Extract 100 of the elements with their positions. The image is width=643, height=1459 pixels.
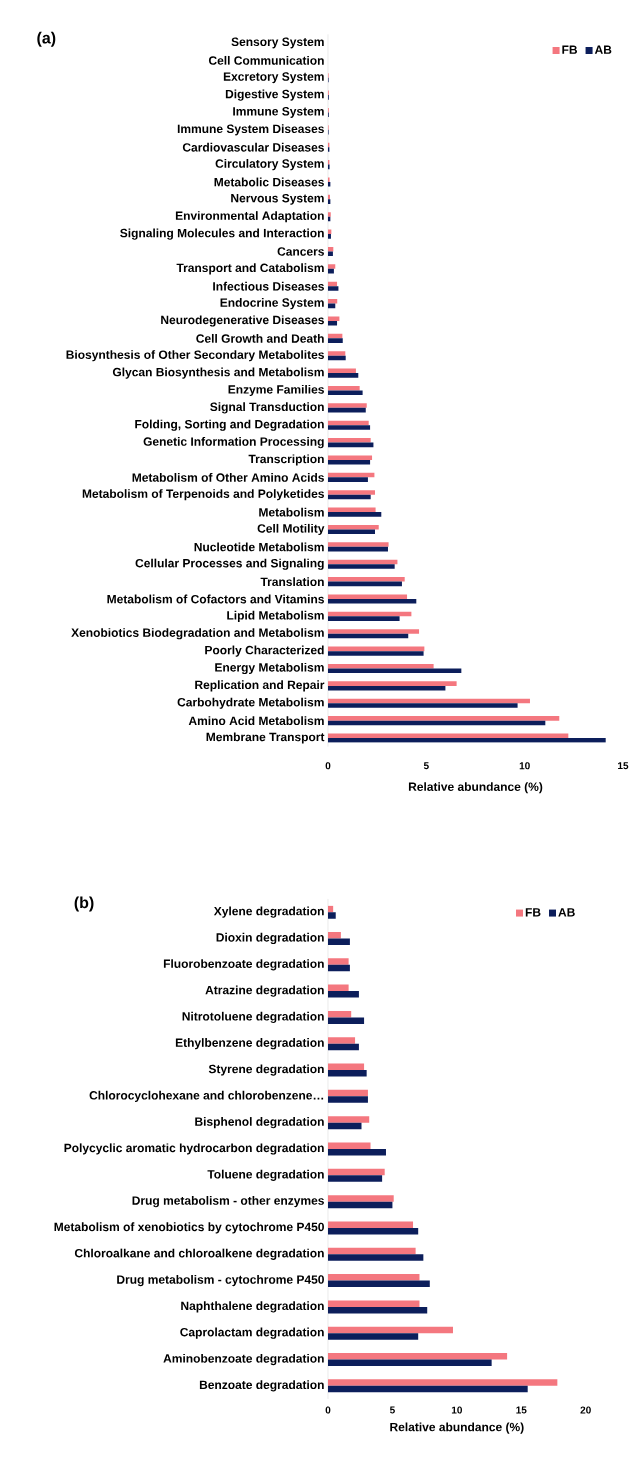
bar: [328, 1254, 424, 1261]
bar: [328, 490, 375, 495]
bar: [328, 577, 405, 582]
bar: [328, 1280, 430, 1288]
y-tick-label: Cell Communication: [208, 55, 324, 65]
x-tick-label: 0: [325, 762, 331, 770]
x-tick-label: 0: [325, 1406, 331, 1414]
bar: [328, 1326, 453, 1334]
y-tick-label: Chlorocyclohexane and chlorobenzene…: [89, 1090, 324, 1102]
y-tick-label: Immune System: [233, 107, 324, 118]
x-tick-label: 5: [389, 1406, 395, 1414]
bar: [328, 1306, 428, 1314]
y-tick-label: Excretory System: [223, 72, 324, 84]
x-axis-title: Relative abundance (%): [408, 782, 543, 794]
y-tick-label: Cell Growth and Death: [196, 333, 324, 343]
bar: [328, 1300, 420, 1307]
bar: [328, 1142, 371, 1149]
y-tick-label: Nitrotoluene degradation: [182, 1011, 324, 1024]
y-tick-label: Ethylbenzene degradation: [175, 1038, 324, 1050]
bar: [328, 1168, 385, 1176]
bar: [328, 1070, 367, 1077]
y-tick-label: Toluene degradation: [207, 1169, 324, 1181]
y-tick-label: Replication and Repair: [195, 680, 325, 692]
y-tick-label: Transport and Catabolism: [176, 263, 324, 275]
bar: [328, 234, 331, 239]
bar: [328, 651, 424, 656]
bar: [328, 403, 367, 408]
bar: [328, 1063, 365, 1071]
bar: [328, 512, 382, 517]
bar: [328, 459, 371, 465]
bar: [328, 1195, 394, 1202]
y-tick-label: Metabolism of Terpenoids and Polyketides: [82, 489, 324, 501]
y-tick-label: Cardiovascular Diseases: [182, 142, 324, 152]
bar: [328, 912, 336, 919]
text: (a): [37, 31, 56, 47]
bar: [328, 1385, 528, 1393]
y-tick-label: Poorly Characterized: [205, 645, 324, 657]
bar: [328, 455, 373, 460]
bar: [328, 958, 349, 965]
bar: [328, 681, 457, 686]
y-tick-label: Cancers: [277, 247, 324, 256]
y-tick-label: Lipid Metabolism: [227, 610, 324, 622]
bar: [328, 599, 417, 604]
bar: [328, 199, 331, 204]
y-tick-label: Environmental Adaptation: [175, 211, 324, 223]
x-tick-label: 10: [519, 762, 530, 770]
y-tick-label: Cellular Processes and Signaling: [135, 558, 324, 570]
y-tick-label: Benzoate degradation: [199, 1380, 324, 1392]
y-tick-label: Metabolic Diseases: [214, 177, 324, 187]
bar: [328, 1037, 356, 1044]
legend-label: AB: [594, 45, 612, 54]
bar: [328, 1201, 393, 1209]
x-tick-label: 15: [618, 762, 629, 770]
bar: [328, 733, 569, 738]
bar: [328, 425, 371, 430]
y-tick-label: Neurodegenerative Diseases: [161, 315, 324, 327]
x-tick-label: 15: [516, 1406, 527, 1414]
y-tick-label: Endocrine System: [220, 298, 324, 310]
bar: [328, 1274, 420, 1281]
y-tick-label: Naphthalene degradation: [181, 1301, 324, 1313]
y-tick-label: Carbohydrate Metabolism: [177, 697, 324, 709]
y-tick-label: Folding, Sorting and Degradation: [135, 419, 324, 431]
bar: [328, 438, 371, 443]
y-tick-label: Transcription: [248, 454, 324, 466]
y-tick-label: Styrene degradation: [208, 1064, 324, 1076]
bar: [328, 991, 359, 998]
y-tick-label: Circulatory System: [215, 159, 324, 171]
y-tick-label: Fluorobenzoate degradation: [163, 959, 324, 971]
bar: [328, 1227, 419, 1235]
bar: [328, 1043, 359, 1051]
bar: [328, 1247, 416, 1255]
bar: [328, 390, 363, 396]
bar: [328, 1175, 383, 1182]
bar: [328, 1353, 508, 1360]
bar: [328, 338, 343, 343]
bar: [328, 629, 420, 634]
bar: [328, 984, 349, 992]
y-tick-label: Digestive System: [225, 89, 324, 101]
bar: [328, 1116, 370, 1123]
bar: [328, 663, 434, 669]
bar: [328, 964, 350, 972]
y-tick-label: Chloroalkane and chloroalkene degradation: [74, 1248, 324, 1260]
x-tick-label: 5: [423, 762, 429, 770]
y-tick-label: Infectious Diseases: [213, 281, 324, 291]
bar: [328, 938, 350, 945]
bar: [328, 931, 341, 939]
y-tick-label: Metabolism of Cofactors and Vitamins: [107, 594, 324, 604]
bar: [328, 1379, 558, 1386]
y-tick-label: Metabolism: [259, 507, 324, 517]
y-tick-label: Dioxin degradation: [216, 932, 324, 945]
bar: [328, 542, 389, 547]
bar: [328, 212, 331, 217]
bar: [328, 1017, 365, 1024]
y-tick-label: Drug metabolism - cytochrome P450: [117, 1274, 324, 1287]
bar: [328, 286, 339, 291]
y-tick-label: Metabolism of xenobiotics by cytochrome P450: [54, 1222, 324, 1234]
y-tick-label: Xenobiotics Biodegradation and Metabolism: [71, 628, 324, 640]
bar: [328, 1333, 419, 1340]
legend-label: AB: [558, 908, 575, 917]
y-tick-label: Xylene degradation: [213, 906, 324, 918]
